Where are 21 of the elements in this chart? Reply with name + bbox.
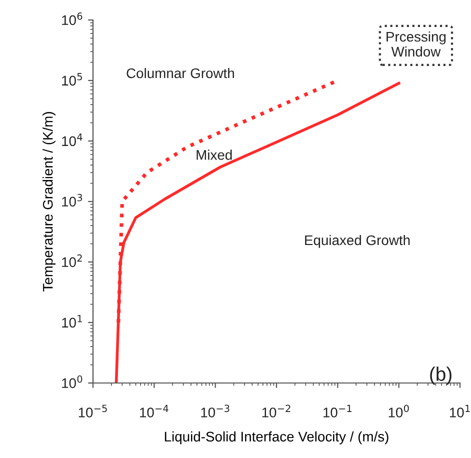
y-axis-title: Temperature Gradient / (K/m)	[42, 112, 56, 292]
x-tick-label: 10$^{−5}$	[78, 404, 107, 418]
y-tick-label: 10$^{1}$	[62, 315, 82, 328]
x-tick-label: 10$^{0}$	[388, 404, 409, 418]
x-tick-label: 10$^{−3}$	[201, 404, 230, 418]
x-tick-label: 10$^{−4}$	[140, 404, 168, 418]
y-tick-label: 10$^{0}$	[62, 375, 82, 388]
annotation: Equiaxed Growth	[305, 234, 410, 248]
x-tick-label: 10$^{−1}$	[324, 404, 352, 418]
y-tick-label: 10$^{2}$	[62, 254, 82, 268]
annotation: Mixed	[196, 150, 232, 160]
y-tick-label: 10$^{5}$	[62, 73, 82, 86]
x-tick-label: 10$^{1}$	[450, 404, 470, 418]
y-tick-label: 10$^{3}$	[62, 194, 82, 207]
annotation: (b)	[430, 366, 452, 385]
y-tick-label: 10$^{6}$	[62, 12, 82, 26]
x-axis-title: Liquid-Solid Interface Velocity / (m/s)	[164, 431, 388, 444]
y-tick-label: 10$^{4}$	[62, 134, 82, 146]
annotation: Prcessing Window	[386, 31, 446, 57]
annotation: Columnar Growth	[126, 68, 234, 78]
x-tick-label: 10$^{−2}$	[262, 404, 290, 418]
